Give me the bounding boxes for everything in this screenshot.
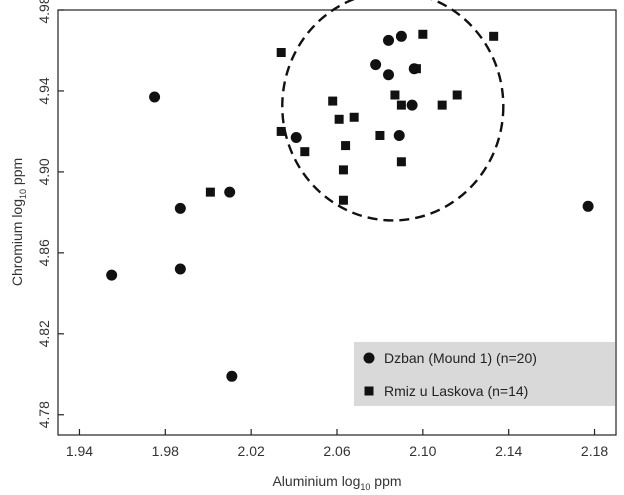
circle-point — [383, 69, 395, 81]
circle-point — [582, 200, 594, 212]
circle-point — [174, 202, 186, 214]
x-tick-label: 2.14 — [495, 443, 522, 459]
square-point — [338, 195, 348, 205]
square-point — [437, 100, 447, 110]
x-tick-label: 1.98 — [152, 443, 179, 459]
square-point — [396, 157, 406, 167]
circle-point — [224, 186, 236, 198]
circle-point — [370, 59, 382, 71]
square-point — [341, 141, 351, 151]
circle-point — [406, 99, 418, 111]
legend-label-dzban: Dzban (Mound 1) (n=20) — [384, 350, 537, 366]
legend-box — [354, 342, 615, 406]
x-tick-label: 2.10 — [409, 443, 436, 459]
data-markers — [106, 29, 594, 382]
square-point — [489, 31, 499, 41]
circle-point — [393, 129, 405, 141]
square-point — [328, 96, 338, 106]
square-point — [390, 90, 400, 100]
x-axis-title: Aluminium log10 ppm — [272, 473, 401, 492]
square-point — [452, 90, 462, 100]
y-tick-label: 4.94 — [36, 77, 52, 104]
circle-point — [290, 132, 302, 143]
square-point — [276, 126, 286, 136]
square-point — [276, 48, 286, 57]
square-point — [300, 147, 310, 157]
square-point — [375, 130, 385, 140]
square-point — [396, 100, 406, 110]
square-point — [349, 112, 359, 122]
cluster-ellipse — [281, 0, 505, 222]
legend-circle-marker — [363, 352, 375, 364]
square-point — [334, 114, 344, 124]
circle-point — [383, 34, 395, 46]
circle-point — [106, 269, 118, 281]
square-point — [418, 29, 428, 39]
y-axis-ticks: 4.78 4.82 4.86 4.90 4.94 4.98 — [36, 0, 64, 428]
y-tick-label: 4.78 — [36, 401, 52, 428]
x-tick-label: 1.94 — [66, 443, 93, 459]
circle-point — [226, 370, 238, 382]
square-point — [205, 187, 215, 197]
y-tick-label: 4.86 — [36, 239, 52, 266]
y-tick-label: 4.82 — [36, 320, 52, 347]
x-tick-label: 2.18 — [581, 443, 608, 459]
y-axis-title: Chromium log10 ppm — [9, 158, 28, 286]
x-tick-label: 2.06 — [323, 443, 350, 459]
circle-point — [395, 30, 407, 42]
y-tick-label: 4.90 — [36, 158, 52, 185]
legend-label-rmiz: Rmiz u Laskova (n=14) — [384, 383, 528, 399]
y-tick-label: 4.98 — [36, 0, 52, 24]
square-point — [338, 165, 348, 175]
legend: Dzban (Mound 1) (n=20) Rmiz u Laskova (n… — [354, 342, 615, 406]
circle-point — [174, 263, 186, 275]
legend-square-marker — [364, 386, 374, 396]
x-tick-label: 2.02 — [238, 443, 265, 459]
x-axis-ticks: 1.94 1.98 2.02 2.06 2.10 2.14 2.18 — [66, 429, 608, 459]
square-point — [411, 64, 421, 74]
circle-point — [149, 91, 161, 103]
